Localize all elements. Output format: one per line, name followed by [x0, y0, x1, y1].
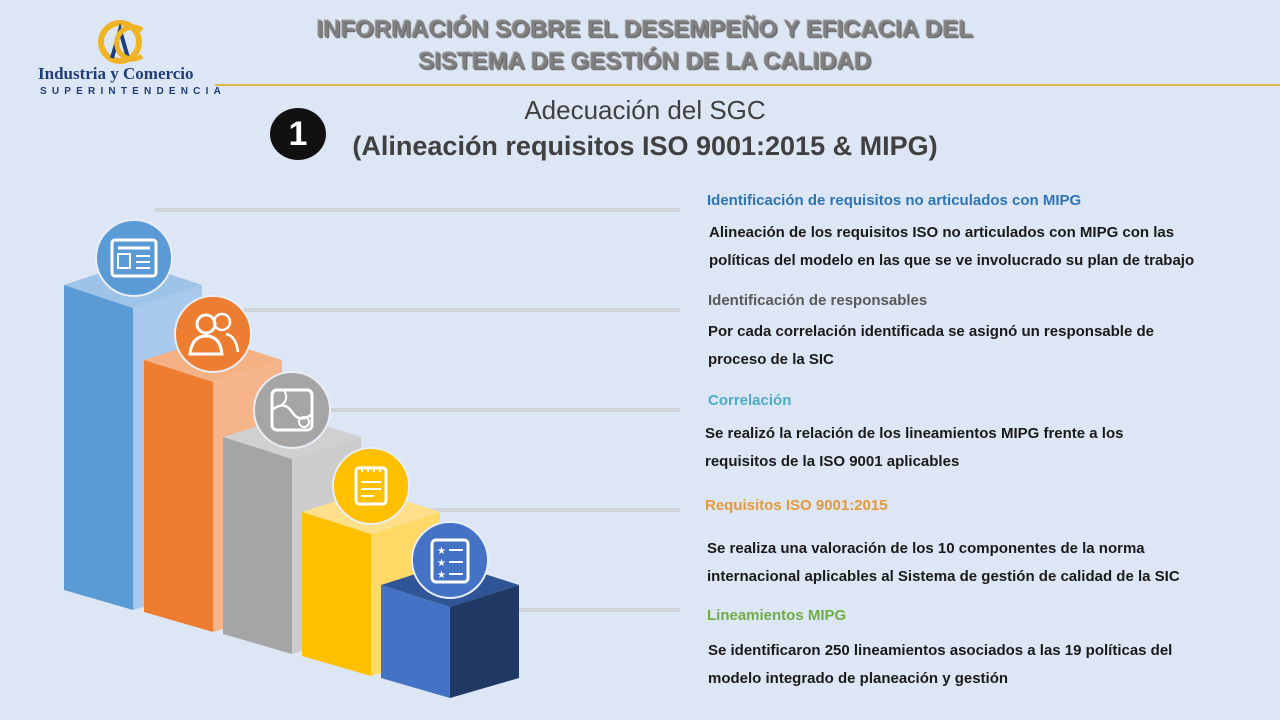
item-4-line1: Se realiza una valoración de los 10 comp…	[707, 540, 1145, 557]
item-4-heading: Requisitos ISO 9001:2015	[705, 497, 888, 514]
sic-logo-icon	[98, 20, 144, 64]
item-1-line2: políticas del modelo en las que se ve in…	[709, 252, 1195, 269]
item-1-body: Alineación de los requisitos ISO no arti…	[709, 219, 1269, 275]
item-5-line2: modelo integrado de planeación y gestión	[708, 670, 1009, 687]
page-title-line2: SISTEMA DE GESTIÓN DE LA CALIDAD	[418, 48, 872, 75]
section-number-badge: 1	[270, 108, 326, 160]
svg-text:★: ★	[437, 570, 446, 581]
item-2-line2: proceso de la SIC	[708, 351, 834, 368]
logo-subtitle: SUPERINTENDENCIA	[40, 86, 226, 97]
newspaper-icon	[95, 219, 173, 297]
svg-text:★: ★	[437, 558, 446, 569]
star-checklist-icon: ★ ★ ★	[411, 521, 489, 599]
item-4-body: Se realiza una valoración de los 10 comp…	[707, 535, 1267, 591]
logo: Industria y Comercio SUPERINTENDENCIA	[30, 14, 221, 100]
people-icon	[174, 295, 252, 373]
page-title-line1: INFORMACIÓN SOBRE EL DESEMPEÑO Y EFICACI…	[316, 16, 974, 43]
item-2-heading: Identificación de responsables	[708, 292, 928, 309]
section-subtitle-line2: (Alineación requisitos ISO 9001:2015 & M…	[352, 131, 938, 161]
item-1-line1: Alineación de los requisitos ISO no arti…	[709, 224, 1175, 241]
item-5-body: Se identificaron 250 lineamientos asocia…	[708, 637, 1268, 693]
notepad-icon	[332, 447, 410, 525]
item-2-body: Por cada correlación identificada se asi…	[708, 318, 1268, 374]
item-3-heading: Correlación	[708, 392, 792, 409]
section-subtitle: Adecuación del SGC (Alineación requisito…	[330, 92, 960, 164]
item-4-line2: internacional aplicables al Sistema de g…	[707, 568, 1180, 585]
item-3-line2: requisitos de la ISO 9001 aplicables	[705, 453, 960, 470]
item-5-heading: Lineamientos MIPG	[707, 607, 847, 624]
item-3-line1: Se realizó la relación de los lineamient…	[705, 425, 1124, 442]
map-icon	[253, 371, 331, 449]
logo-name: Industria y Comercio	[38, 64, 194, 83]
header-divider	[215, 84, 1280, 86]
svg-text:★: ★	[437, 546, 446, 557]
item-5-line1: Se identificaron 250 lineamientos asocia…	[708, 642, 1173, 659]
page-title: INFORMACIÓN SOBRE EL DESEMPEÑO Y EFICACI…	[250, 14, 1040, 78]
item-2-line1: Por cada correlación identificada se asi…	[708, 323, 1154, 340]
item-3-body: Se realizó la relación de los lineamient…	[705, 420, 1265, 476]
section-subtitle-line1: Adecuación del SGC	[524, 95, 766, 125]
item-1-heading: Identificación de requisitos no articula…	[707, 192, 1082, 209]
